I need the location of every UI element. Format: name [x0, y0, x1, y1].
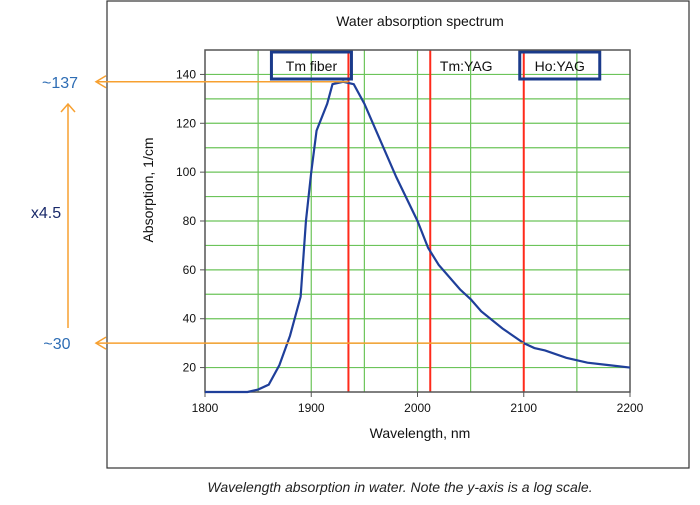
x-tick-label: 2100 — [510, 401, 537, 415]
x-tick-label: 2200 — [617, 401, 644, 415]
grid — [205, 50, 630, 392]
marker-label: Ho:YAG — [535, 58, 585, 74]
high-arrow-head — [94, 75, 107, 89]
axes: 1800 1900 2000 2100 2200 20 40 60 80 100 120 140 — [176, 49, 644, 415]
marker-label-box — [518, 50, 602, 81]
low-value-label: ~30 — [43, 336, 70, 353]
y-tick-label: 120 — [176, 116, 196, 130]
high-value-label: ~137 — [42, 75, 78, 92]
y-tick-label: 20 — [183, 361, 197, 375]
series — [205, 80, 631, 394]
figure-frame — [106, 0, 690, 469]
y-tick-label: 140 — [176, 67, 196, 81]
marker-label-box — [269, 50, 353, 81]
absorption-curve — [205, 80, 631, 394]
ratio-arrow-head — [60, 102, 76, 113]
marker-label: Tm fiber — [286, 58, 338, 74]
x-tick-label: 2000 — [404, 401, 431, 415]
low-arrow-head — [94, 336, 107, 350]
y-tick-label: 80 — [183, 214, 197, 228]
y-tick-label: 60 — [183, 263, 197, 277]
caption: Wavelength absorption in water. Note the… — [207, 479, 592, 495]
ratio-label: x4.5 — [31, 205, 61, 222]
x-axis-label: Wavelength, nm — [370, 425, 471, 441]
y-tick-label: 100 — [176, 165, 196, 179]
annotations: ~137 ~30 x4.5 — [31, 75, 524, 353]
x-tick-label: 1800 — [192, 401, 219, 415]
marker-lines: Tm fiber Tm:YAG Ho:YAG — [269, 50, 602, 392]
chart-title: Water absorption spectrum — [336, 13, 504, 29]
x-tick-label: 1900 — [298, 401, 325, 415]
marker-label: Tm:YAG — [440, 58, 493, 74]
y-axis-label: Absorption, 1/cm — [140, 137, 156, 242]
y-tick-label: 40 — [183, 312, 197, 326]
